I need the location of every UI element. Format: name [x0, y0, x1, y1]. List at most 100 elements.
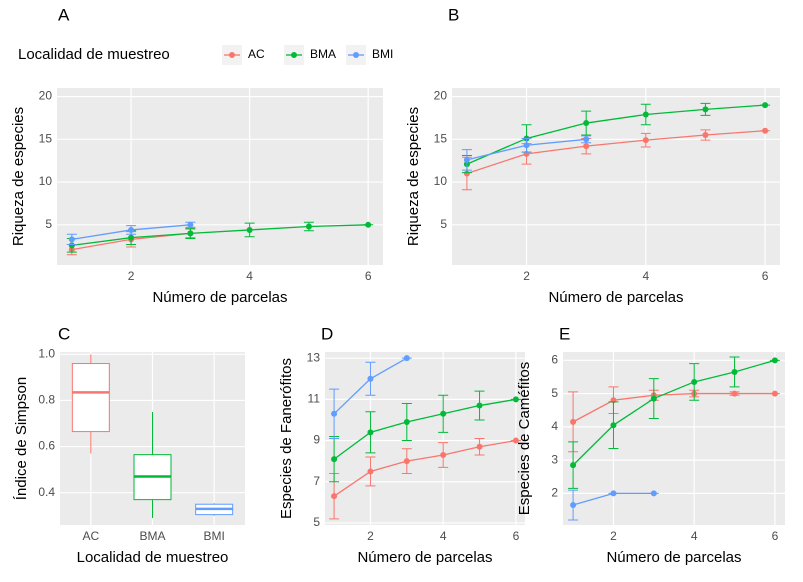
- y-tick-label: 13: [307, 350, 321, 364]
- point: [702, 132, 709, 139]
- y-tick-label: 3: [551, 452, 558, 466]
- point: [731, 390, 738, 397]
- point: [367, 468, 374, 475]
- series-line: [71, 224, 369, 246]
- x-tick-label: AC: [82, 529, 99, 543]
- point: [583, 120, 590, 127]
- y-tick-label: 7: [313, 474, 320, 488]
- x-tick-label: 6: [365, 269, 372, 283]
- x-tick-label: 2: [367, 529, 374, 543]
- point: [691, 378, 698, 385]
- point: [305, 223, 312, 230]
- point: [512, 396, 519, 403]
- point: [440, 451, 447, 458]
- point: [762, 102, 769, 109]
- x-axis-title: Número de parcelas: [357, 549, 492, 566]
- panel-label: B: [448, 5, 459, 24]
- x-tick-label: 6: [762, 269, 769, 283]
- y-tick-label: 15: [39, 131, 53, 145]
- x-tick-label: 2: [610, 529, 617, 543]
- point: [610, 490, 617, 497]
- x-tick-label: 2: [128, 269, 135, 283]
- y-tick-label: 0.6: [38, 439, 55, 453]
- point: [403, 355, 410, 362]
- y-axis-title: Riqueza de especies: [405, 107, 422, 246]
- point: [583, 143, 590, 150]
- point: [331, 410, 338, 417]
- x-tick-label: 6: [772, 529, 779, 543]
- point: [128, 234, 135, 241]
- point: [476, 402, 483, 409]
- y-axis-title: Riqueza de especies: [10, 107, 27, 246]
- point: [642, 137, 649, 144]
- point: [403, 419, 410, 426]
- point: [610, 422, 617, 429]
- y-tick-label: 11: [308, 392, 321, 406]
- y-tick-label: 4: [551, 419, 558, 433]
- legend-label: BMI: [372, 47, 393, 61]
- legend-title: Localidad de muestreo: [18, 46, 170, 63]
- point: [642, 111, 649, 118]
- series-line: [333, 398, 517, 460]
- point: [476, 443, 483, 450]
- point: [650, 490, 657, 497]
- point: [367, 375, 374, 382]
- series-line: [572, 392, 775, 423]
- point: [331, 493, 338, 500]
- x-tick-label: 4: [440, 529, 447, 543]
- point: [128, 226, 135, 233]
- y-tick-label: 2: [551, 486, 558, 500]
- point: [762, 127, 769, 134]
- y-tick-label: 1.0: [38, 346, 55, 360]
- y-tick-label: 20: [434, 89, 448, 103]
- y-tick-label: 5: [551, 386, 558, 400]
- y-tick-label: 5: [440, 217, 447, 231]
- point: [403, 458, 410, 465]
- plot-background: [325, 352, 525, 525]
- point: [650, 395, 657, 402]
- y-tick-label: 5: [313, 515, 320, 529]
- point: [187, 221, 194, 228]
- point: [702, 106, 709, 113]
- y-tick-label: 15: [434, 131, 448, 145]
- point: [771, 357, 778, 364]
- legend-key-point: [291, 52, 297, 58]
- point: [246, 226, 253, 233]
- y-tick-label: 20: [39, 89, 53, 103]
- x-tick-label: BMA: [139, 529, 165, 543]
- panel-label: C: [58, 324, 70, 343]
- y-tick-label: 9: [313, 433, 320, 447]
- y-tick-label: 10: [434, 174, 448, 188]
- legend-key-point: [353, 52, 359, 58]
- legend-label: BMA: [310, 47, 336, 61]
- y-tick-label: 0.8: [38, 393, 55, 407]
- series-line: [572, 359, 776, 466]
- panel-label: D: [321, 324, 333, 343]
- point: [187, 230, 194, 237]
- panel-label: A: [58, 5, 70, 24]
- point: [331, 456, 338, 463]
- x-axis-title: Localidad de muestreo: [77, 549, 229, 566]
- x-tick-label: 4: [642, 269, 649, 283]
- x-tick-label: BMI: [203, 529, 224, 543]
- x-tick-label: 4: [691, 529, 698, 543]
- y-tick-label: 6: [551, 352, 558, 366]
- point: [583, 136, 590, 143]
- x-axis-title: Número de parcelas: [152, 289, 287, 306]
- x-axis-title: Número de parcelas: [548, 289, 683, 306]
- point: [68, 236, 75, 243]
- point: [771, 390, 778, 397]
- plot-background: [57, 88, 383, 265]
- point: [523, 142, 530, 149]
- point: [463, 170, 470, 177]
- box: [71, 363, 110, 433]
- y-tick-label: 5: [45, 217, 52, 231]
- series-line: [333, 439, 517, 497]
- point: [512, 437, 519, 444]
- x-tick-label: 4: [246, 269, 253, 283]
- series-line: [466, 130, 766, 175]
- y-axis-title: Especies de Fanerófitos: [278, 358, 295, 519]
- series-line: [466, 104, 766, 165]
- y-axis-title: Especies de Caméfitos: [516, 362, 533, 515]
